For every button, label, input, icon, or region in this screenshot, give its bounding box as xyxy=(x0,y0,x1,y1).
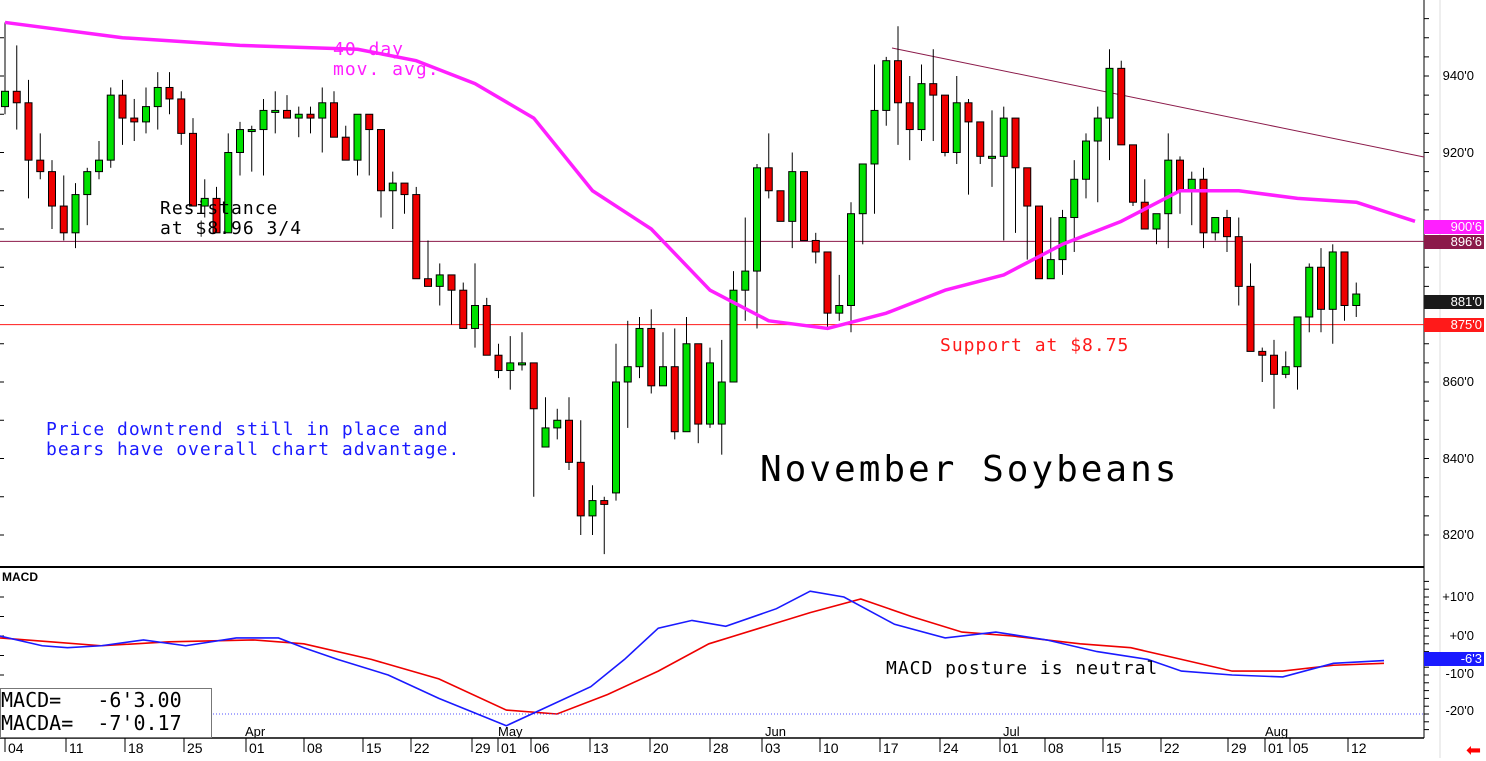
date-tick: 18 xyxy=(128,740,144,756)
date-tick: 01 xyxy=(249,740,265,756)
y-tick-940: 940'0 xyxy=(1442,68,1474,83)
date-tick: 03 xyxy=(765,740,781,756)
date-tick: 08 xyxy=(307,740,323,756)
date-tick: 24 xyxy=(943,740,959,756)
date-tick: 10 xyxy=(823,740,839,756)
y-tick-920: 920'0 xyxy=(1442,145,1474,160)
macd-tick-plus10: +10'0 xyxy=(1442,589,1474,604)
month-jun: Jun xyxy=(765,724,786,739)
support-annotation: Support at $8.75 xyxy=(940,335,1130,356)
scroll-left-arrow-icon[interactable]: ⬅ xyxy=(1466,740,1482,761)
date-tick: 01 xyxy=(1268,740,1284,756)
date-tick: 22 xyxy=(414,740,430,756)
date-tick: 05 xyxy=(1293,740,1309,756)
date-tick: 29 xyxy=(1231,740,1247,756)
ma-value-badge: 900'6 xyxy=(1424,220,1484,234)
date-tick: 04 xyxy=(8,740,24,756)
month-apr: Apr xyxy=(245,724,266,739)
macd-tick-0: +0'0 xyxy=(1449,628,1474,643)
macd-panel-title: MACD xyxy=(2,570,38,584)
macd-value-badge: -6'3 xyxy=(1424,652,1484,666)
date-tick: 13 xyxy=(593,740,609,756)
macd-value: MACD= -6'3.00 xyxy=(1,688,182,712)
date-tick: 06 xyxy=(534,740,550,756)
trend-annotation: Price downtrend still in place and bears … xyxy=(46,419,461,460)
macd-tick-minus10: -10'0 xyxy=(1445,666,1474,681)
resistance-value-badge: 896'6 xyxy=(1424,235,1484,249)
y-tick-860: 860'0 xyxy=(1442,374,1474,389)
date-tick: 22 xyxy=(1164,740,1180,756)
macd-values-box: MACD= -6'3.00 MACDA= -7'0.17 xyxy=(0,688,212,738)
date-tick: 12 xyxy=(1351,740,1367,756)
date-tick: 11 xyxy=(69,740,84,756)
date-tick: 28 xyxy=(713,740,729,756)
date-tick: 08 xyxy=(1048,740,1064,756)
date-tick: 15 xyxy=(366,740,382,756)
date-tick: 17 xyxy=(883,740,899,756)
month-may: May xyxy=(498,724,523,739)
chart-title: November Soybeans xyxy=(760,449,1180,490)
macda-value: MACDA= -7'0.17 xyxy=(1,711,182,735)
date-tick: 29 xyxy=(475,740,491,756)
date-tick: 01 xyxy=(501,740,517,756)
y-tick-820: 820'0 xyxy=(1442,527,1474,542)
month-aug: Aug xyxy=(1265,724,1289,739)
support-value-badge: 875'0 xyxy=(1424,318,1484,332)
macd-annotation: MACD posture is neutral xyxy=(886,658,1159,679)
month-jul: Jul xyxy=(1003,724,1020,739)
date-tick: 20 xyxy=(653,740,669,756)
date-tick: 15 xyxy=(1106,740,1122,756)
date-tick: 25 xyxy=(187,740,203,756)
resistance-annotation: Resistance at $8.96 3/4 xyxy=(160,198,303,239)
ma-annotation: 40-day mov. avg. xyxy=(333,39,440,80)
date-tick: 01 xyxy=(1003,740,1019,756)
last-price-badge: 881'0 xyxy=(1424,295,1484,309)
y-tick-840: 840'0 xyxy=(1442,451,1474,466)
macd-tick-minus20: -20'0 xyxy=(1445,703,1474,718)
